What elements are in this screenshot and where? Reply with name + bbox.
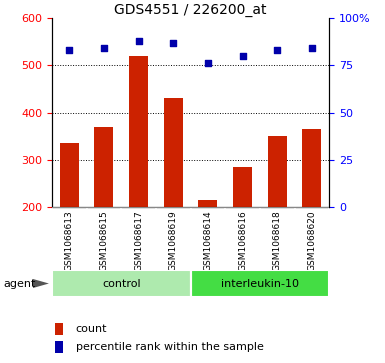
Text: control: control	[102, 278, 141, 289]
Bar	[129, 56, 148, 207]
Text: agent: agent	[4, 278, 36, 289]
Bar	[94, 127, 114, 207]
Text: GSM1068615: GSM1068615	[99, 210, 109, 271]
Bar	[164, 98, 183, 207]
Polygon shape	[33, 279, 49, 288]
Point	[66, 47, 72, 53]
Point	[101, 45, 107, 51]
Bar	[233, 167, 252, 207]
Title: GDS4551 / 226200_at: GDS4551 / 226200_at	[114, 3, 267, 17]
Text: GSM1068613: GSM1068613	[65, 210, 74, 271]
Bar	[52, 270, 191, 297]
Point	[136, 38, 142, 44]
Text: percentile rank within the sample: percentile rank within the sample	[75, 342, 263, 352]
Bar	[55, 323, 63, 335]
Text: count: count	[75, 324, 107, 334]
Bar	[191, 270, 329, 297]
Bar	[60, 143, 79, 207]
Text: GSM1068620: GSM1068620	[307, 210, 316, 271]
Text: interleukin-10: interleukin-10	[221, 278, 299, 289]
Bar	[55, 341, 63, 353]
Bar	[302, 129, 321, 207]
Point	[205, 61, 211, 66]
Bar	[268, 136, 287, 207]
Text: GSM1068617: GSM1068617	[134, 210, 143, 271]
Point	[274, 47, 280, 53]
Text: GSM1068616: GSM1068616	[238, 210, 247, 271]
Text: GSM1068614: GSM1068614	[203, 210, 213, 271]
Text: GSM1068618: GSM1068618	[273, 210, 282, 271]
Point	[309, 45, 315, 51]
Text: GSM1068619: GSM1068619	[169, 210, 178, 271]
Bar	[198, 200, 218, 207]
Point	[239, 53, 246, 59]
Point	[170, 40, 176, 46]
